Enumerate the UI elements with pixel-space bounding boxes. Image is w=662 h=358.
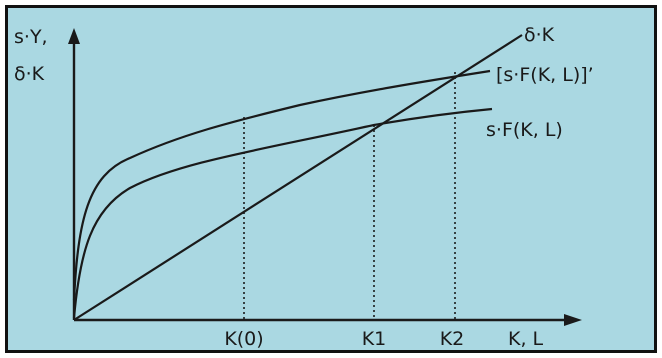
diagram-frame <box>5 5 657 353</box>
y-axis-label-line1: s·Y, <box>14 26 48 48</box>
y-axis-label-line2: δ·K <box>14 63 45 85</box>
depreciation-label: δ·K <box>524 24 555 46</box>
diagram-background <box>8 8 654 350</box>
savings-curve <box>72 107 493 319</box>
tick-label-k2: K2 <box>440 328 465 350</box>
savings-label: s·F(K, L) <box>486 119 563 141</box>
tick-label-k1: K1 <box>362 328 387 350</box>
shifted-savings-curve <box>72 69 491 301</box>
depreciation-line <box>73 34 523 321</box>
y-axis-arrowhead <box>68 28 80 44</box>
x-axis-arrowhead <box>564 314 582 326</box>
x-axis-label: K, L <box>508 328 544 350</box>
shifted-savings-label: [s·F(K, L)]’ <box>496 64 594 86</box>
tick-label-k0: K(0) <box>224 328 263 350</box>
